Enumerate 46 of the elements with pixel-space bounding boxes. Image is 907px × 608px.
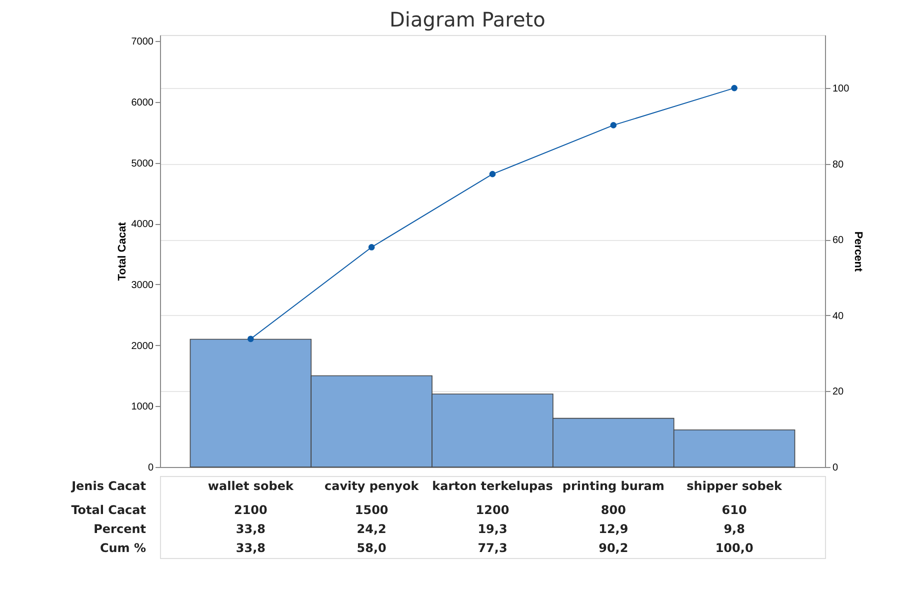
y2-tick-label: 40 [832, 310, 844, 322]
data-label: 77,3 [478, 541, 508, 555]
text: Jenis Cacat [70, 479, 146, 493]
y-tick-label: 1000 [131, 402, 154, 413]
y-tick-label: 6000 [131, 97, 154, 108]
text: Percent [94, 522, 146, 536]
data-label: 800 [600, 503, 626, 517]
point [610, 122, 617, 128]
x-tick-label: karton terkelupas [432, 479, 553, 493]
data-label: 58,0 [356, 541, 386, 555]
y-tick-label: 4000 [131, 219, 154, 230]
y-tick-label: 7000 [131, 36, 154, 48]
data-label: 100,0 [715, 541, 754, 555]
y-tick-label: 5000 [131, 158, 154, 170]
text: Cum % [100, 541, 146, 555]
y-tick-label: 0 [148, 462, 154, 474]
x-tick-label: shipper sobek [686, 479, 783, 493]
point [368, 244, 375, 250]
data-label: 1500 [354, 503, 388, 517]
text: 9,8 [724, 522, 745, 536]
data-label: 33,8 [236, 541, 266, 555]
y2-tick-label: 20 [832, 386, 844, 398]
y-axis-title: Total Cacat [116, 222, 128, 281]
x-tick-label: wallet sobek [208, 479, 294, 493]
data-label: 610 [722, 503, 747, 517]
chart-title: Diagram Pareto [390, 8, 546, 32]
text: 19,3 [478, 522, 508, 536]
y2-axis-title: Percent [852, 231, 864, 272]
x-tick-label: cavity penyok [324, 479, 420, 493]
y-tick-label: 3000 [131, 280, 154, 291]
data-label: 2100 [234, 503, 268, 517]
text: 24,2 [356, 522, 386, 536]
text: Total Cacat [71, 503, 146, 517]
point [248, 336, 254, 342]
y2-tick-label: 0 [832, 462, 838, 474]
x-tick-label: printing buram [562, 479, 664, 493]
y2-tick-label: 80 [832, 159, 844, 170]
y2-tick-label: 100 [832, 84, 850, 95]
data-label: 1200 [476, 503, 510, 517]
y-tick-label: 2000 [131, 340, 154, 352]
text: 33,8 [236, 522, 266, 536]
text: 12,9 [598, 522, 628, 536]
y2-tick-label: 60 [832, 235, 844, 246]
point [489, 170, 496, 178]
point [731, 84, 738, 92]
data-label: 90,2 [598, 541, 628, 555]
